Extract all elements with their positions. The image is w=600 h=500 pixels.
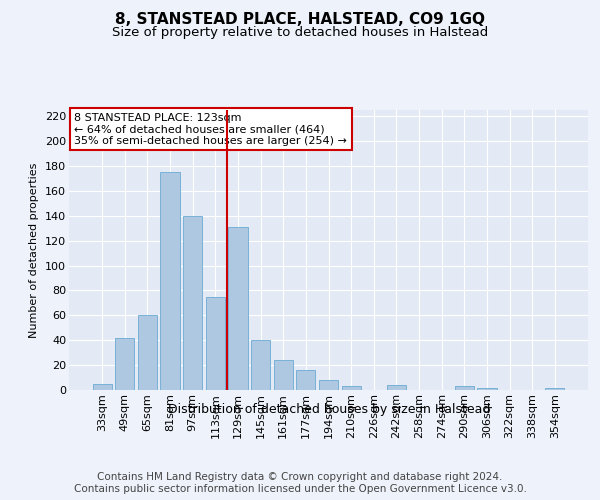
Bar	[251, 340, 270, 390]
Bar	[455, 386, 474, 390]
Y-axis label: Number of detached properties: Number of detached properties	[29, 162, 40, 338]
Text: Distribution of detached houses by size in Halstead: Distribution of detached houses by size …	[167, 402, 490, 415]
Bar	[274, 360, 293, 390]
Bar	[115, 338, 134, 390]
Text: 8, STANSTEAD PLACE, HALSTEAD, CO9 1GQ: 8, STANSTEAD PLACE, HALSTEAD, CO9 1GQ	[115, 12, 485, 28]
Bar	[477, 388, 497, 390]
Text: Contains HM Land Registry data © Crown copyright and database right 2024.
Contai: Contains HM Land Registry data © Crown c…	[74, 472, 526, 494]
Bar	[160, 172, 180, 390]
Bar	[138, 316, 157, 390]
Bar	[341, 386, 361, 390]
Bar	[387, 385, 406, 390]
Bar	[545, 388, 565, 390]
Bar	[319, 380, 338, 390]
Bar	[183, 216, 202, 390]
Bar	[206, 296, 225, 390]
Bar	[296, 370, 316, 390]
Text: 8 STANSTEAD PLACE: 123sqm
← 64% of detached houses are smaller (464)
35% of semi: 8 STANSTEAD PLACE: 123sqm ← 64% of detac…	[74, 113, 347, 146]
Text: Size of property relative to detached houses in Halstead: Size of property relative to detached ho…	[112, 26, 488, 39]
Bar	[92, 384, 112, 390]
Bar	[229, 227, 248, 390]
